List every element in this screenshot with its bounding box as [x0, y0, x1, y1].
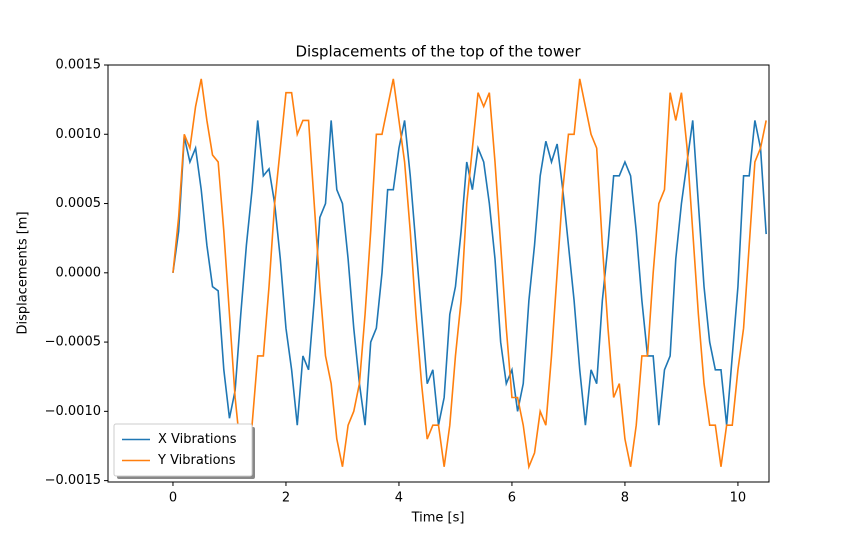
y-tick-label: 0.0010 — [56, 127, 102, 142]
y-tick-label: −0.0015 — [45, 473, 101, 488]
x-tick-label: 6 — [508, 491, 516, 506]
legend-box — [113, 423, 253, 477]
x-axis-label: Time [s] — [411, 511, 465, 526]
y-tick-label: 0.0000 — [56, 265, 102, 280]
x-tick-label: 10 — [730, 491, 747, 506]
y-tick-label: 0.0005 — [56, 196, 102, 211]
x-tick-label: 4 — [395, 491, 403, 506]
y-tick-label: −0.0005 — [45, 335, 101, 350]
x-tick-label: 0 — [169, 491, 177, 506]
x-tick-label: 2 — [282, 491, 290, 506]
data-line — [172, 78, 767, 470]
plot-frame — [107, 64, 770, 483]
x-tick-label: 8 — [621, 491, 629, 506]
y-tick-label: −0.0010 — [45, 404, 101, 419]
legend-label: Y Vibrations — [157, 453, 236, 468]
legend-label: X Vibrations — [158, 432, 237, 447]
y-tick-label: 0.0015 — [56, 58, 102, 73]
y-axis-label: Displacements [m] — [16, 211, 31, 334]
chart-title: Displacements of the top of the tower — [296, 43, 582, 61]
